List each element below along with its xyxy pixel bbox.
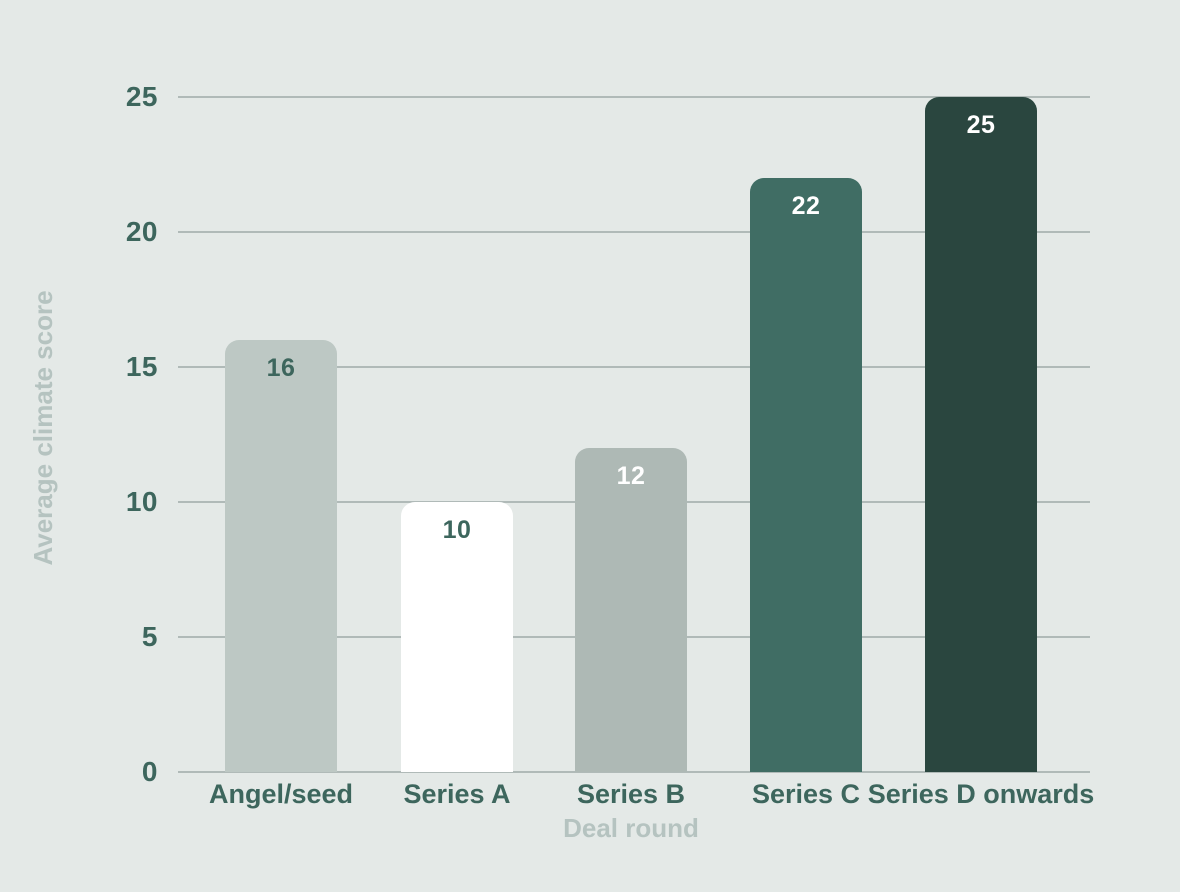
bar-series-c: 22	[750, 178, 862, 772]
y-tick-label-25: 25	[125, 81, 158, 112]
x-category-label-series-d-onwards: Series D onwards	[867, 779, 1095, 809]
x-category-label-angel-seed: Angel/seed	[208, 779, 354, 809]
bar-value-label: 12	[616, 462, 646, 490]
x-category-label-series-b: Series B	[576, 779, 686, 809]
x-axis-title: Deal round	[563, 813, 699, 843]
bar-value-label: 10	[442, 516, 472, 544]
y-tick-label-0: 0	[141, 756, 158, 787]
y-tick-label-10: 10	[125, 486, 158, 517]
gridline-y-20	[178, 231, 1090, 233]
bar-value-label: 22	[791, 192, 821, 220]
bar-series-d-onwards: 25	[925, 97, 1037, 772]
bar-series-b: 12	[575, 448, 687, 772]
bar-value-label: 25	[966, 111, 996, 139]
gridline-y-25	[178, 96, 1090, 98]
y-tick-label-5: 5	[141, 621, 158, 652]
y-tick-label-20: 20	[125, 216, 158, 247]
x-category-label-series-c: Series C	[751, 779, 861, 809]
gridline-y-15	[178, 366, 1090, 368]
gridline-y-0	[178, 771, 1090, 773]
bar-value-label: 16	[266, 354, 296, 382]
bar-series-a: 10	[401, 502, 513, 772]
x-category-label-series-a: Series A	[403, 779, 511, 809]
y-axis-title: Average climate score	[28, 290, 58, 566]
y-tick-label-15: 15	[125, 351, 158, 382]
bar-angel-seed: 16	[225, 340, 337, 772]
